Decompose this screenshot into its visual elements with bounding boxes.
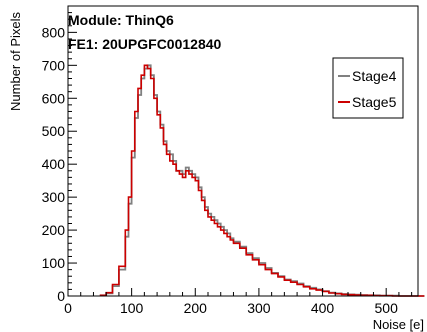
annotation-fe1: FE1: 20UPGFC0012840 [68,36,222,52]
legend-box [332,57,404,119]
y-tick-label: 400 [42,156,66,172]
y-axis-title: Number of Pixels [8,12,23,111]
x-tick-label: 300 [247,300,271,316]
y-tick-label: 300 [42,189,66,205]
legend-label-stage5: Stage5 [352,94,397,110]
y-tick-label: 700 [42,57,66,73]
series-line-stage5 [99,64,425,297]
x-tick-label: 0 [64,300,72,316]
legend-label-stage4: Stage4 [352,68,397,84]
x-tick-label: 100 [120,300,144,316]
y-tick-label: 500 [42,123,66,139]
y-axis: 0 100 200 300 400 500 600 700 800 [42,5,77,304]
y-tick-label: 600 [42,90,66,106]
legend: Stage4 Stage5 [332,57,404,119]
x-tick-label: 400 [311,300,335,316]
y-tick-label: 200 [42,222,66,238]
x-tick-label: 200 [184,300,208,316]
y-tick-label: 100 [42,255,66,271]
y-tick-label: 800 [42,24,66,40]
x-tick-label: 500 [375,300,399,316]
x-axis-title: Noise [e] [373,317,424,332]
annotation-module: Module: ThinQ6 [68,12,174,28]
y-tick-label: 0 [57,288,65,304]
x-axis: 0 100 200 300 400 500 [64,288,413,316]
